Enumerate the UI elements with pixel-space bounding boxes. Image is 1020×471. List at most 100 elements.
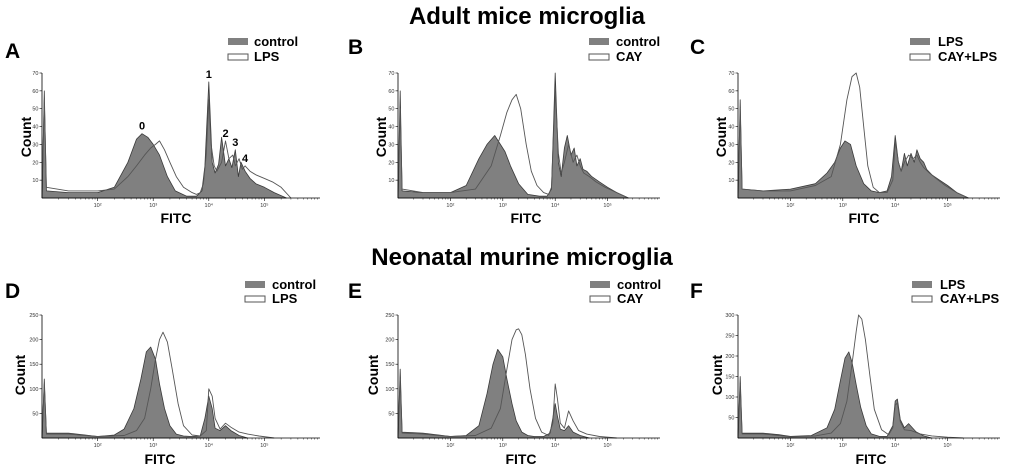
x-tick-label: 10³ [839,203,847,209]
peak-label: 4 [242,153,249,165]
panel-d: D Count FITC control LPS 50 100 150 200 250 1… [5,277,320,467]
series-lps [737,99,969,199]
x-axis-label: FITC [144,451,175,467]
y-tick-label: 70 [388,71,394,77]
y-tick-label: 50 [728,107,734,113]
y-tick-label: 200 [725,354,734,360]
panel-letter: A [5,40,20,63]
x-tick-label: 10⁵ [603,442,611,449]
legend-swatch-0 [910,38,930,45]
y-tick-label: 50 [32,411,38,417]
plot-area: 50 100 150 200 250 10² 10³ 10⁴ 10⁵ [385,313,660,449]
y-tick-label: 100 [725,395,734,401]
y-tick-label: 100 [29,387,38,393]
panel-f: F Count FITC LPS CAY+LPS 50 100 150 200 250 3… [690,277,1000,467]
legend-label-0: control [617,277,661,292]
panel-letter: E [348,280,362,303]
panel-e: E Count FITC control CAY 50 100 150 200 250 1… [348,277,661,467]
y-tick-label: 200 [29,338,38,344]
legend-label-0: control [272,277,316,292]
x-axis-label: FITC [510,210,541,226]
y-tick-label: 60 [388,89,394,95]
x-tick-label: 10⁵ [260,202,268,209]
series-control [41,81,287,199]
legend-swatch-1 [911,295,933,303]
legend-label-1: CAY [617,291,644,306]
y-tick-label: 40 [388,125,394,131]
x-tick-label: 10² [94,443,102,449]
y-tick-label: 10 [728,178,734,184]
y-tick-label: 20 [32,160,38,166]
x-axis-label: FITC [855,451,886,467]
y-tick-label: 250 [725,334,734,340]
series-cay-lps [737,72,969,199]
x-tick-label: 10⁴ [891,202,900,209]
x-tick-label: 10³ [499,203,507,209]
legend-label-0: LPS [938,34,964,49]
legend-label-1: CAY+LPS [938,49,997,64]
y-axis-label: Count [709,354,725,395]
legend-swatch-1 [227,53,249,61]
x-tick-label: 10⁵ [603,202,611,209]
series-lps [737,351,933,439]
x-tick-label: 10⁴ [205,202,214,209]
series-control [397,349,590,439]
series-lps [41,331,275,439]
peak-label: 3 [232,137,238,149]
y-tick-label: 30 [388,142,394,148]
series-cay [397,328,617,439]
plot-area: 10 20 30 40 50 60 70 10² 10³ 10⁴ 10⁵ 0 1 234 [32,69,320,209]
legend-label-0: LPS [940,277,966,292]
panel-letter: B [348,36,363,59]
x-tick-label: 10² [786,203,794,209]
plot-area: 50 100 150 200 250 10² 10³ 10⁴ 10⁵ [29,313,320,449]
x-tick-label: 10⁴ [205,442,214,449]
x-tick-label: 10⁴ [551,442,560,449]
x-axis-label: FITC [505,451,536,467]
y-tick-label: 60 [728,89,734,95]
section-title-neonatal: Neonatal murine microglia [371,244,673,271]
x-tick-label: 10² [446,203,454,209]
y-tick-label: 70 [32,71,38,77]
y-tick-label: 200 [385,338,394,344]
legend-label-0: control [616,34,660,49]
y-tick-label: 150 [385,362,394,368]
legend-label-1: CAY [616,49,643,64]
y-tick-label: 40 [728,125,734,131]
series-cay-lps [737,314,964,439]
x-tick-label: 10⁴ [551,202,560,209]
x-tick-label: 10³ [149,203,157,209]
legend-swatch-0 [228,38,248,45]
x-tick-label: 10³ [149,443,157,449]
y-tick-label: 300 [725,313,734,319]
y-tick-label: 20 [388,160,394,166]
y-axis-label: Count [365,354,381,395]
plot-area: 10 20 30 40 50 60 70 10² 10³ 10⁴ 10⁵ [388,71,660,209]
plot-area: 50 100 150 200 250 300 10² 10³ 10⁴ 10⁵ [725,313,1000,449]
legend-swatch-0 [589,38,609,45]
peak-label: 1 [206,69,212,81]
y-axis-label: Count [373,116,389,157]
legend-label-0: control [254,34,298,49]
y-tick-label: 250 [29,313,38,319]
panel-letter: D [5,280,20,303]
legend-label-1: LPS [254,49,280,64]
series-cay [397,90,629,199]
peak-label: 2 [222,128,228,140]
legend-swatch-1 [589,295,611,303]
y-tick-label: 40 [32,125,38,131]
y-axis-label: Count [12,354,28,395]
panel-a: A Count FITC control LPS 102030405060701… [5,34,320,226]
x-tick-label: 10⁴ [891,442,900,449]
panel-letter: C [690,36,705,59]
y-tick-label: 50 [32,107,38,113]
y-tick-label: 50 [388,107,394,113]
panel-c: C Count FITC LPS CAY+LPS 102030405060701… [690,34,1000,226]
legend-swatch-1 [588,53,610,61]
y-tick-label: 150 [29,362,38,368]
section-title-adult: Adult mice microglia [409,3,646,30]
legend-label-1: CAY+LPS [940,291,999,306]
y-axis-label: Count [713,116,729,157]
x-tick-label: 10³ [839,443,847,449]
